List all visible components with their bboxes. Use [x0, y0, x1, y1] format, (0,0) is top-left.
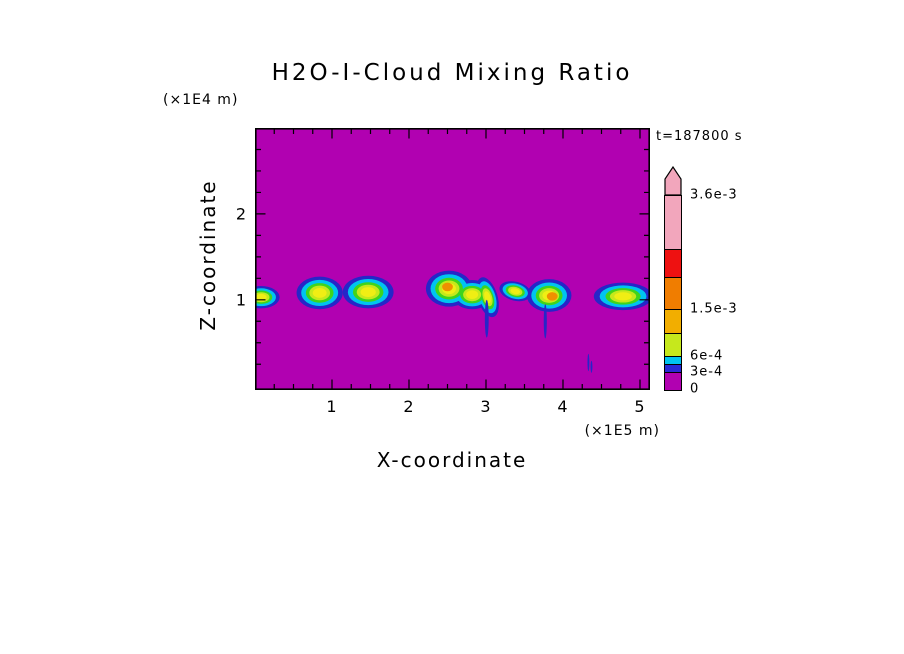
z-tick-label: 2 [235, 204, 247, 224]
colorbar-scale [664, 195, 682, 391]
colorbar-segment [665, 373, 681, 390]
z-axis-unit-label: (×1E4 m) [163, 92, 239, 108]
colorbar-label: 1.5e-3 [690, 301, 738, 317]
z-axis-title: Z-coordinate [196, 179, 220, 331]
colorbar-segment [665, 334, 681, 357]
chart-title: H2O-I-Cloud Mixing Ratio [271, 60, 633, 86]
colorbar-arrow-icon [664, 166, 682, 196]
colorbar-segment [665, 357, 681, 365]
colorbar-segment [665, 365, 681, 373]
x-axis-unit-label: (×1E5 m) [584, 423, 660, 439]
heatmap-plot [255, 128, 650, 390]
colorbar-label: 0 [690, 381, 700, 397]
z-tick-label: 1 [235, 290, 247, 310]
colorbar-segment [665, 250, 681, 278]
colorbar: 3.6e-3 1.5e-3 6e-4 3e-4 0 [664, 166, 804, 397]
x-axis-title: X-coordinate [376, 448, 528, 472]
colorbar-segment [665, 310, 681, 334]
colorbar-label: 3e-4 [690, 364, 724, 380]
colorbar-label: 6e-4 [690, 348, 724, 364]
x-tick-label: 3 [480, 397, 492, 416]
colorbar-label: 3.6e-3 [690, 187, 738, 203]
time-label: t=187800 s [656, 129, 743, 144]
colorbar-segment [665, 278, 681, 310]
x-tick-label: 2 [403, 397, 415, 416]
x-tick-label: 4 [557, 397, 569, 416]
x-tick-label: 5 [634, 397, 646, 416]
x-tick-label: 1 [326, 397, 338, 416]
colorbar-segment [665, 196, 681, 250]
